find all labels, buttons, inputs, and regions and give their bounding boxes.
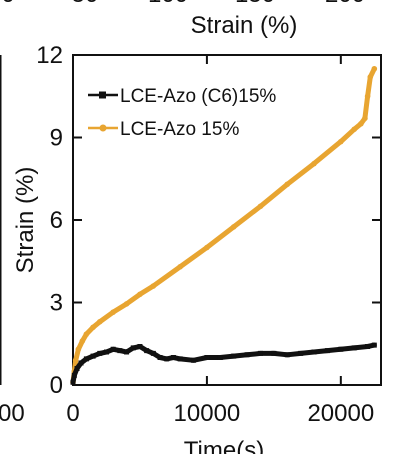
data-point	[298, 350, 304, 356]
data-point	[137, 344, 143, 349]
legend-label: LCE-Azo (C6)15%	[120, 86, 276, 107]
data-point	[204, 244, 210, 251]
top-x-axis-label: Strain (%)	[191, 12, 298, 39]
data-point	[217, 355, 223, 360]
data-point	[244, 352, 250, 358]
data-point	[157, 355, 163, 360]
data-point	[72, 357, 79, 364]
top-tick-label: 150	[235, 0, 275, 8]
data-point	[130, 345, 136, 351]
top-partial-axis: 0 50 100 150 200 Strain (%)	[1, 0, 365, 39]
series-line-1	[70, 66, 377, 385]
x-tick-label: 20000	[307, 400, 374, 427]
data-point	[371, 65, 378, 72]
data-point	[96, 318, 103, 325]
data-point	[367, 74, 374, 80]
top-tick-label: 0	[1, 0, 14, 8]
x-tick-label: 0	[66, 400, 79, 427]
data-point	[351, 126, 358, 133]
data-point	[364, 93, 371, 100]
data-point	[365, 344, 371, 349]
x-tick-label: 10000	[174, 400, 241, 427]
data-point	[164, 356, 170, 362]
data-point	[177, 356, 183, 362]
data-point	[75, 346, 82, 353]
data-point	[257, 203, 264, 210]
y-tick-label: 3	[50, 290, 63, 317]
x-axis-label: Time(s)	[184, 437, 264, 454]
y-tick-label: 0	[50, 372, 63, 399]
data-point	[177, 263, 183, 270]
series-layer	[70, 65, 378, 386]
data-point	[137, 291, 143, 298]
data-point	[83, 356, 89, 362]
y-tick-label: 9	[50, 125, 63, 152]
data-point	[311, 349, 317, 355]
data-point	[150, 350, 156, 356]
data-point	[110, 309, 116, 315]
data-point	[191, 357, 197, 363]
data-point	[79, 338, 86, 344]
data-point	[90, 353, 96, 359]
data-point	[90, 324, 96, 331]
data-point	[204, 355, 210, 360]
data-point	[124, 349, 130, 355]
data-point	[362, 115, 368, 122]
plot-area: 0 3 6 9 12 0 10000 20000 Strain (%) Time(s) LCE…	[12, 42, 382, 454]
data-point	[74, 366, 80, 371]
data-point	[284, 181, 291, 188]
data-point	[358, 120, 364, 127]
axis-layer: 0 3 6 9 12 0 10000 20000	[36, 42, 381, 427]
series-line-0	[70, 342, 377, 385]
data-point	[231, 353, 237, 359]
data-point	[351, 345, 357, 351]
legend: LCE-Azo (C6)15% LCE-Azo 15%	[88, 86, 276, 140]
left-partial-panel: 00	[0, 55, 25, 427]
data-point	[103, 349, 109, 355]
data-point	[170, 355, 176, 360]
data-point	[311, 160, 317, 167]
data-point	[144, 348, 150, 354]
data-point	[117, 348, 123, 354]
data-point	[284, 352, 290, 358]
data-point	[150, 283, 157, 289]
top-tick-label: 200	[325, 0, 365, 8]
data-point	[110, 346, 116, 352]
data-point	[338, 346, 344, 352]
data-point	[123, 301, 130, 307]
legend-marker	[99, 91, 106, 99]
top-tick-label: 100	[148, 0, 188, 8]
data-point	[83, 331, 90, 337]
data-point	[271, 350, 277, 356]
data-point	[324, 348, 330, 354]
legend-label: LCE-Azo 15%	[120, 119, 239, 140]
data-point	[338, 138, 344, 145]
data-point	[257, 350, 263, 356]
data-point	[71, 372, 77, 378]
data-point	[78, 360, 84, 366]
data-point	[371, 342, 377, 348]
data-point	[97, 350, 103, 356]
y-tick-label: 12	[36, 42, 63, 69]
top-tick-label: 50	[72, 0, 99, 8]
data-point	[230, 224, 237, 230]
left-panel-tick-label: 00	[0, 400, 25, 427]
y-axis-label: Strain (%)	[12, 167, 39, 274]
y-tick-label: 6	[50, 207, 63, 234]
legend-marker	[99, 124, 107, 132]
